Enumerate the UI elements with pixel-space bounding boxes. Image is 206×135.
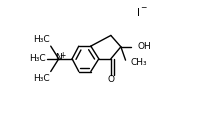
Text: N: N	[55, 53, 62, 62]
Text: H₃C: H₃C	[33, 74, 49, 82]
Text: I: I	[136, 8, 139, 18]
Text: −: −	[139, 4, 145, 13]
Text: H₃C: H₃C	[29, 54, 45, 63]
Text: O: O	[107, 75, 114, 84]
Text: H₃C: H₃C	[33, 35, 49, 44]
Text: +: +	[59, 51, 65, 60]
Text: OH: OH	[137, 42, 151, 51]
Text: CH₃: CH₃	[130, 58, 147, 67]
